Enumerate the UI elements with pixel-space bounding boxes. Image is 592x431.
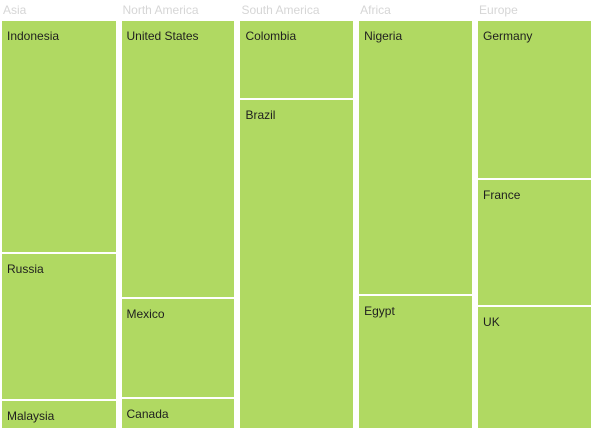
group-label-south-america: South America <box>241 3 320 17</box>
tile-united-states[interactable]: United States <box>121 21 235 297</box>
group-label-north-america: North America <box>122 3 199 17</box>
tile-label: Colombia <box>245 29 297 43</box>
tile-label: Malaysia <box>7 408 55 423</box>
group-label-africa: Africa <box>360 3 391 17</box>
tile-germany[interactable]: Germany <box>478 21 591 178</box>
tile-label: Egypt <box>364 303 395 318</box>
tile-label: Indonesia <box>7 29 60 43</box>
tile-colombia[interactable]: Colombia <box>240 21 354 98</box>
tile-russia[interactable]: Russia <box>2 254 116 399</box>
tile-uk[interactable]: UK <box>478 306 591 428</box>
tile-label: United States <box>126 29 199 43</box>
tile-label: Nigeria <box>364 29 403 43</box>
tile-malaysia[interactable]: Malaysia <box>2 400 116 428</box>
tile-brazil[interactable]: Brazil <box>240 99 354 428</box>
tile-label: Germany <box>483 29 533 43</box>
tile-label: UK <box>483 314 500 329</box>
tile-indonesia[interactable]: Indonesia <box>2 21 116 253</box>
tile-mexico[interactable]: Mexico <box>121 298 235 397</box>
group-label-europe: Europe <box>479 3 518 17</box>
tile-label: Russia <box>7 262 44 277</box>
tile-label: Canada <box>126 406 169 421</box>
tile-canada[interactable]: Canada <box>121 398 235 428</box>
tile-egypt[interactable]: Egypt <box>359 295 473 428</box>
tile-label: Mexico <box>126 306 165 321</box>
tile-label: France <box>483 187 521 202</box>
group-label-asia: Asia <box>3 3 27 17</box>
tile-nigeria[interactable]: Nigeria <box>359 21 473 294</box>
tile-label: Brazil <box>245 107 276 122</box>
tile-france[interactable]: France <box>478 179 591 305</box>
